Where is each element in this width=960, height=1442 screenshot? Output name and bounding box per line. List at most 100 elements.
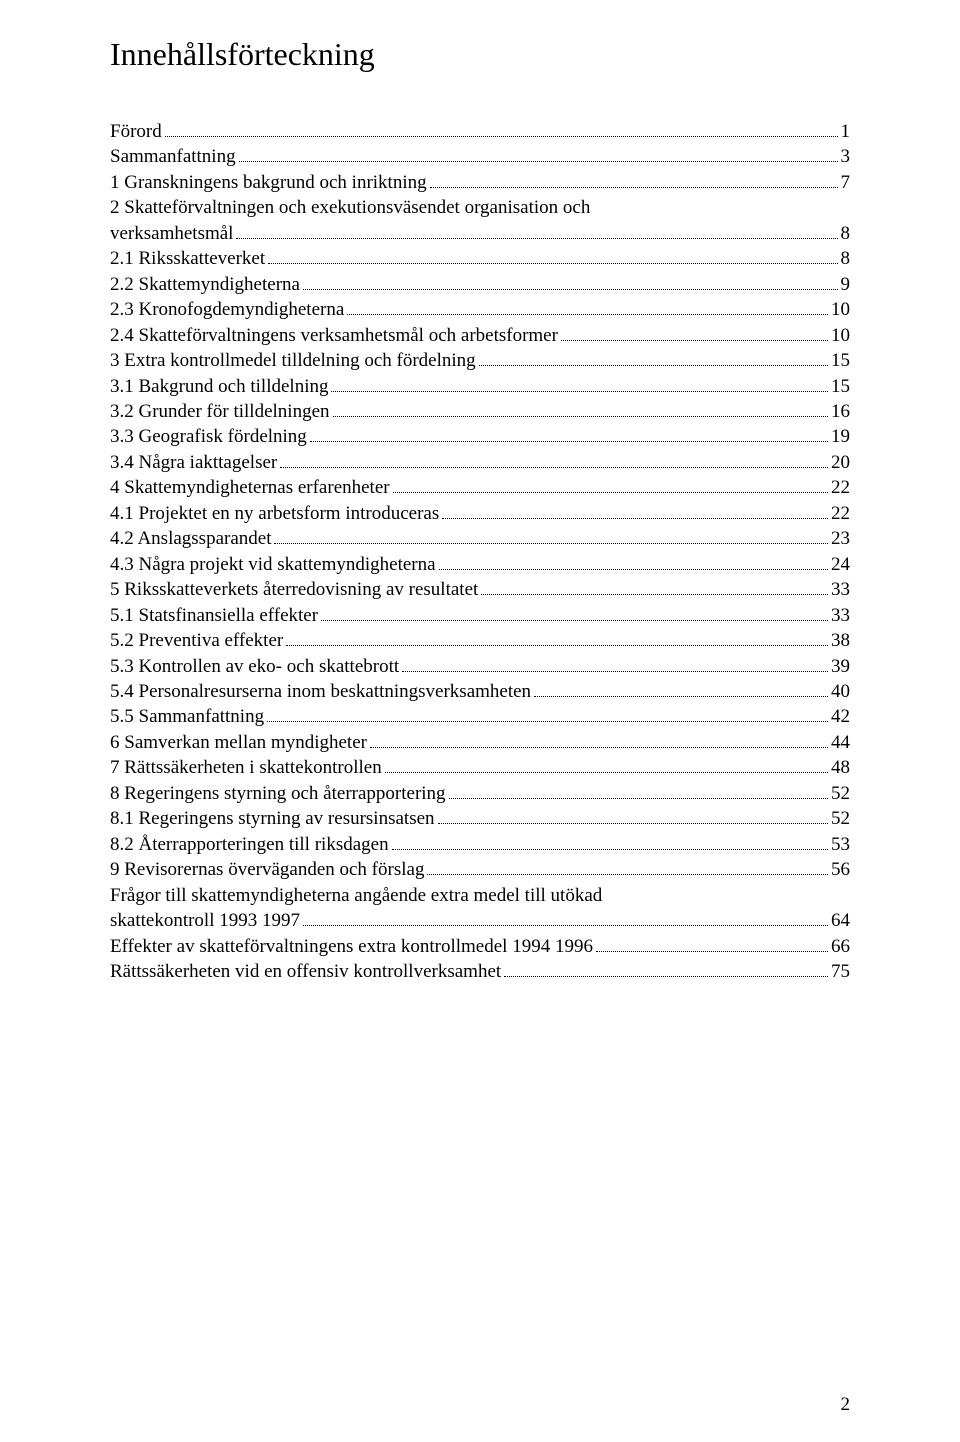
toc-entry-label: verksamhetsmål: [110, 221, 233, 246]
toc-entry-label: 2 Skatteförvaltningen och exekutionsväse…: [110, 195, 590, 220]
toc-entry: 8 Regeringens styrning och återrapporter…: [110, 781, 850, 806]
toc-entry-label: 4.3 Några projekt vid skattemyndighetern…: [110, 552, 436, 577]
toc-entry-label: 3.4 Några iakttagelser: [110, 450, 277, 475]
table-of-contents: Förord1Sammanfattning31 Granskningens ba…: [110, 119, 850, 984]
toc-entry-label: 2.4 Skatteförvaltningens verksamhetsmål …: [110, 323, 558, 348]
toc-leader-dots: [333, 402, 828, 417]
toc-entry-label: 9 Revisorernas överväganden och förslag: [110, 857, 424, 882]
toc-entry-label: 3 Extra kontrollmedel tilldelning och fö…: [110, 348, 476, 373]
toc-leader-dots: [267, 707, 828, 722]
toc-leader-dots: [442, 504, 828, 519]
toc-leader-dots: [286, 631, 828, 646]
toc-entry: 1 Granskningens bakgrund och inriktning7: [110, 170, 850, 195]
toc-entry-label: Frågor till skattemyndigheterna angående…: [110, 883, 602, 908]
toc-entry-label: 5.2 Preventiva effekter: [110, 628, 283, 653]
document-page: Innehållsförteckning Förord1Sammanfattni…: [0, 0, 960, 1442]
toc-entry-page: 24: [831, 552, 850, 577]
toc-leader-dots: [303, 911, 828, 926]
toc-entry-label: 5.4 Personalresurserna inom beskattnings…: [110, 679, 531, 704]
toc-entry-label: 3.3 Geografisk fördelning: [110, 424, 307, 449]
toc-entry-page: 48: [831, 755, 850, 780]
toc-entry: 5.3 Kontrollen av eko- och skattebrott 39: [110, 654, 850, 679]
toc-entry: Förord1: [110, 119, 850, 144]
toc-leader-dots: [303, 274, 838, 289]
toc-entry-page: 56: [831, 857, 850, 882]
toc-leader-dots: [438, 809, 828, 824]
toc-entry-label: 5.3 Kontrollen av eko- och skattebrott: [110, 654, 399, 679]
toc-entry-label: 4.2 Anslagssparandet: [110, 526, 271, 551]
toc-entry-page: 52: [831, 806, 850, 831]
toc-leader-dots: [331, 376, 828, 391]
toc-leader-dots: [534, 682, 828, 697]
toc-leader-dots: [280, 453, 828, 468]
toc-leader-dots: [239, 147, 838, 162]
toc-leader-dots: [504, 962, 828, 977]
toc-leader-dots: [449, 784, 828, 799]
toc-entry-page: 15: [831, 348, 850, 373]
toc-leader-dots: [236, 224, 837, 239]
toc-entry-label: 4 Skattemyndigheternas erfarenheter: [110, 475, 390, 500]
toc-entry: 4.1 Projektet en ny arbetsform introduce…: [110, 501, 850, 526]
toc-leader-dots: [321, 605, 828, 620]
toc-entry: 3.4 Några iakttagelser 20: [110, 450, 850, 475]
toc-leader-dots: [393, 478, 828, 493]
toc-leader-dots: [165, 122, 838, 137]
toc-entry-label: 8.1 Regeringens styrning av resursinsats…: [110, 806, 435, 831]
toc-entry-label: 2.1 Riksskatteverket: [110, 246, 265, 271]
toc-entry-label: Effekter av skatteförvaltningens extra k…: [110, 934, 593, 959]
toc-leader-dots: [481, 580, 828, 595]
toc-entry-page: 8: [841, 246, 851, 271]
toc-entry-page: 33: [831, 603, 850, 628]
toc-entry-page: 53: [831, 832, 850, 857]
toc-leader-dots: [392, 834, 828, 849]
toc-entry-label: 3.1 Bakgrund och tilldelning: [110, 374, 328, 399]
toc-entry: 5.4 Personalresurserna inom beskattnings…: [110, 679, 850, 704]
toc-entry-page: 1: [841, 119, 851, 144]
toc-entry: 2.4 Skatteförvaltningens verksamhetsmål …: [110, 323, 850, 348]
toc-entry-page: 44: [831, 730, 850, 755]
toc-leader-dots: [439, 554, 828, 569]
toc-entry-label: 3.2 Grunder för tilldelningen: [110, 399, 330, 424]
toc-leader-dots: [596, 936, 828, 951]
toc-entry-label: Sammanfattning: [110, 144, 236, 169]
toc-entry-page: 22: [831, 501, 850, 526]
toc-entry-page: 20: [831, 450, 850, 475]
toc-entry-page: 22: [831, 475, 850, 500]
toc-entry-page: 64: [831, 908, 850, 933]
toc-entry: Effekter av skatteförvaltningens extra k…: [110, 934, 850, 959]
toc-entry-page: 10: [831, 323, 850, 348]
toc-entry-page: 16: [831, 399, 850, 424]
toc-entry-page: 42: [831, 704, 850, 729]
toc-leader-dots: [427, 860, 828, 875]
toc-leader-dots: [268, 249, 837, 264]
toc-leader-dots: [370, 733, 828, 748]
toc-leader-dots: [385, 758, 828, 773]
toc-entry-page: 38: [831, 628, 850, 653]
toc-leader-dots: [479, 351, 828, 366]
toc-entry: 5.5 Sammanfattning42: [110, 704, 850, 729]
toc-entry-page: 8: [841, 221, 851, 246]
toc-entry-page: 9: [841, 272, 851, 297]
toc-entry-page: 33: [831, 577, 850, 602]
toc-entry: Rättssäkerheten vid en offensiv kontroll…: [110, 959, 850, 984]
toc-entry-page: 7: [841, 170, 851, 195]
toc-entry: 5 Riksskatteverkets återredovisning av r…: [110, 577, 850, 602]
toc-entry: 3.2 Grunder för tilldelningen 16: [110, 399, 850, 424]
toc-entry-label: 6 Samverkan mellan myndigheter: [110, 730, 367, 755]
toc-entry-page: 75: [831, 959, 850, 984]
toc-entry: 4.3 Några projekt vid skattemyndighetern…: [110, 552, 850, 577]
toc-entry-label: 8.2 Återrapporteringen till riksdagen: [110, 832, 389, 857]
toc-leader-dots: [274, 529, 828, 544]
toc-entry-label: 4.1 Projektet en ny arbetsform introduce…: [110, 501, 439, 526]
toc-entry: 5.2 Preventiva effekter 38: [110, 628, 850, 653]
toc-entry-page: 40: [831, 679, 850, 704]
toc-entry: 5.1 Statsfinansiella effekter33: [110, 603, 850, 628]
toc-entry: 2.2 Skattemyndigheterna 9: [110, 272, 850, 297]
toc-entry: verksamhetsmål 8: [110, 221, 850, 246]
toc-entry-label: 2.2 Skattemyndigheterna: [110, 272, 300, 297]
toc-entry: 2 Skatteförvaltningen och exekutionsväse…: [110, 195, 850, 220]
toc-entry-page: 39: [831, 654, 850, 679]
toc-entry: 3.3 Geografisk fördelning19: [110, 424, 850, 449]
toc-entry: 2.1 Riksskatteverket 8: [110, 246, 850, 271]
toc-entry-page: 66: [831, 934, 850, 959]
